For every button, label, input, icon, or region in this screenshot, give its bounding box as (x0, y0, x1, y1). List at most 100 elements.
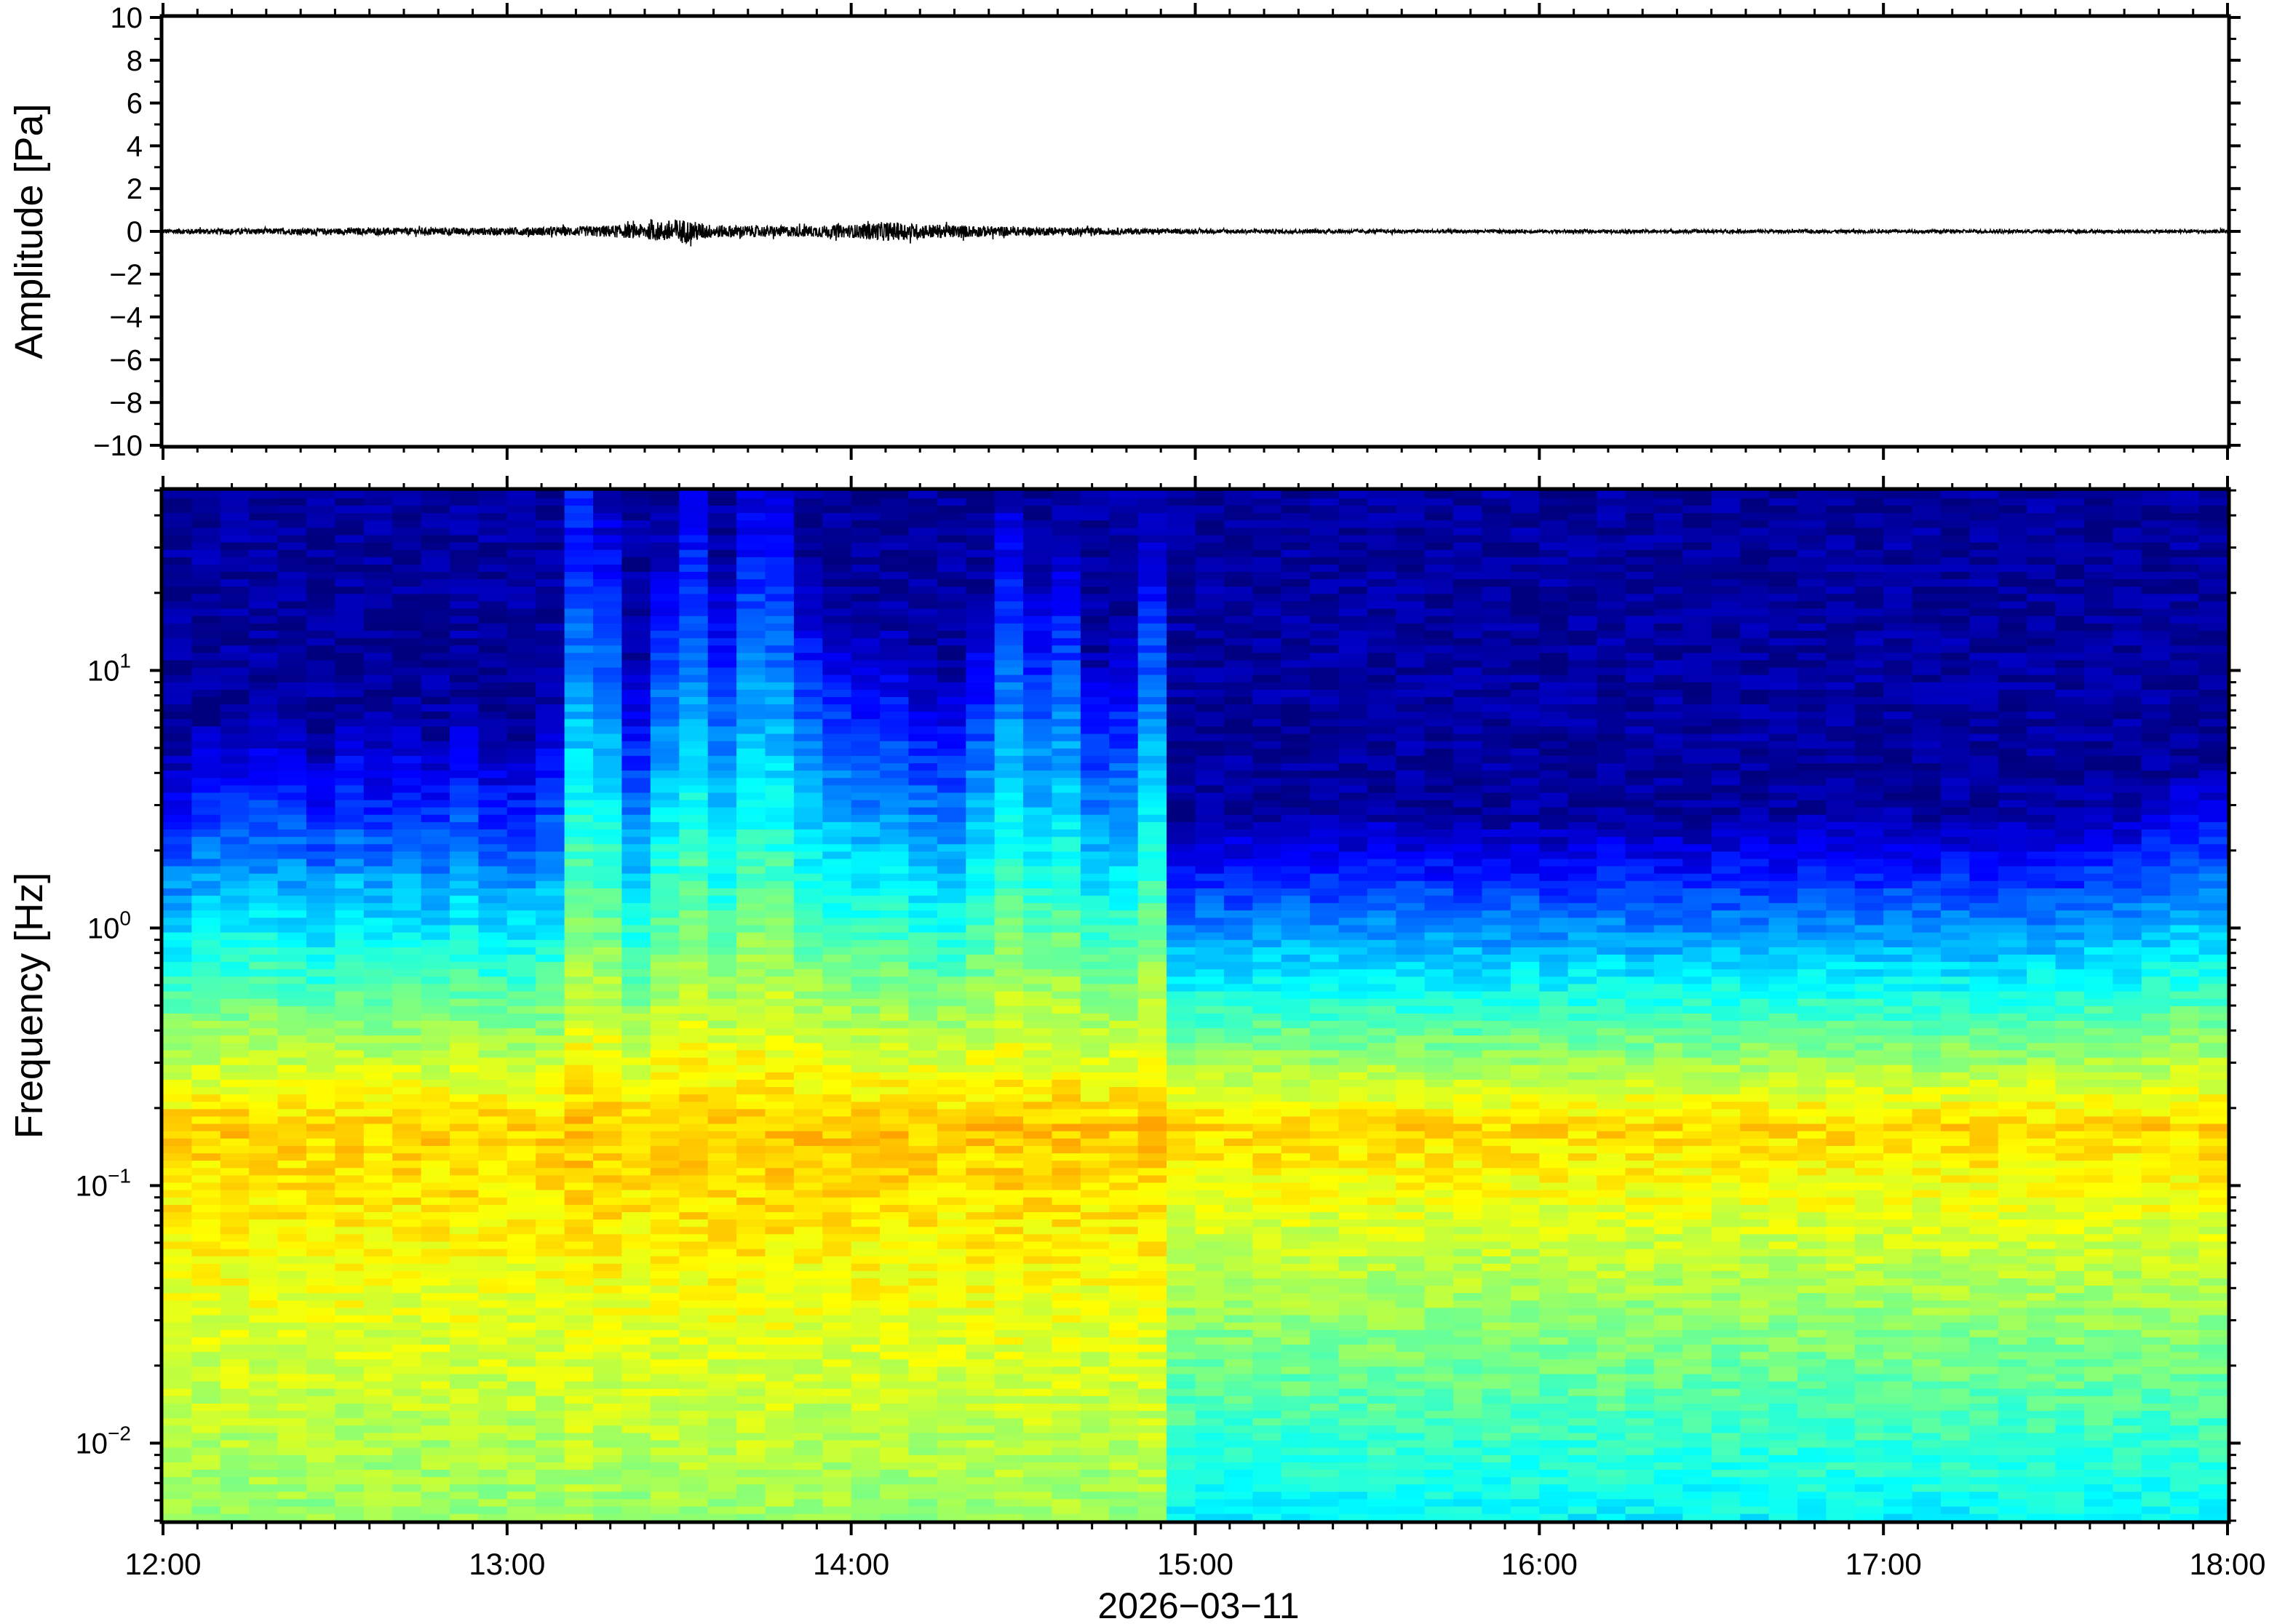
spectrogram-cell (679, 1491, 709, 1500)
spectrogram-cell (335, 851, 365, 859)
spectrogram-cell (707, 1145, 737, 1154)
spectrogram-cell (450, 865, 480, 874)
spectrogram-cell (908, 851, 938, 859)
spectrogram-cell (908, 696, 938, 705)
spectrogram-cell (335, 1079, 365, 1087)
spectrogram-cell (536, 1498, 565, 1507)
spectrogram-cell (822, 1013, 852, 1021)
spectrogram-cell (966, 1446, 996, 1455)
spectrogram-cell (880, 740, 910, 749)
spectrogram-cell (421, 1056, 450, 1065)
spectrogram-cell (707, 1006, 737, 1014)
spectrogram-cell (621, 1042, 651, 1051)
spectrogram-cell (163, 1013, 193, 1021)
spectrogram-cell (593, 1329, 623, 1337)
spectrogram-cell (1052, 1226, 1081, 1235)
spectrogram-cell (1109, 527, 1139, 536)
spectrogram-cell (593, 733, 623, 741)
spectrogram-cell (1109, 549, 1139, 557)
spectrogram-cell (851, 674, 881, 682)
spectrogram-cell (220, 512, 250, 521)
spectrogram-cell (994, 990, 1024, 999)
spectrogram-cell (765, 608, 795, 616)
spectrogram-cell (593, 1108, 623, 1117)
spectrogram-cell (220, 725, 250, 734)
spectrogram-cell (822, 990, 852, 999)
spectrogram-cell (937, 711, 967, 720)
spectrogram-cell (593, 652, 623, 661)
spectrogram-cell (1080, 505, 1110, 514)
spectrogram-cell (650, 1086, 680, 1095)
spectrogram-cell (220, 1108, 250, 1117)
spectrogram-cell (851, 718, 881, 727)
spectrogram-cell (392, 593, 422, 602)
spectrogram-cell (536, 1469, 565, 1478)
spectrogram-cell (392, 1484, 422, 1492)
spectrogram-cell (506, 1446, 536, 1455)
spectrogram-cell (937, 534, 967, 543)
spectrogram-cell (650, 600, 680, 609)
spectrogram-cell (277, 1307, 307, 1315)
spectrogram-cell (1080, 557, 1110, 565)
spectrogram-cell (363, 1439, 393, 1448)
spectrogram-cell (536, 806, 565, 815)
spectrogram-cell (363, 1469, 393, 1478)
spectrogram-cell (1052, 1255, 1081, 1264)
spectrogram-cell (450, 1241, 480, 1249)
spectrogram-cell (650, 836, 680, 845)
spectrogram-cell (937, 674, 967, 682)
spectrogram-cell (593, 990, 623, 999)
spectrogram-cell (994, 600, 1024, 609)
spectrogram-cell (1023, 806, 1053, 815)
amplitude-tick-label: 2 (127, 173, 143, 205)
spectrogram-cell (1137, 1351, 1167, 1360)
spectrogram-cell (335, 557, 365, 565)
spectrogram-cell (1109, 1299, 1139, 1308)
spectrogram-cell (1109, 865, 1139, 874)
spectrogram-cell (994, 704, 1024, 712)
spectrogram-cell (249, 534, 279, 543)
spectrogram-cell (793, 1454, 824, 1462)
spectrogram-cell (335, 1094, 365, 1102)
spectrogram-cell (880, 1020, 910, 1029)
spectrogram-cell (506, 1484, 536, 1492)
spectrogram-cell (536, 1167, 565, 1176)
spectrogram-cell (506, 534, 536, 543)
spectrogram-cell (851, 763, 881, 771)
spectrogram-cell (220, 968, 250, 977)
amplitude-tick-label: 4 (127, 130, 143, 162)
spectrogram-cell (450, 968, 480, 977)
spectrogram-cell (506, 1013, 536, 1021)
spectrogram-cell (1080, 674, 1110, 682)
spectrogram-cell (707, 1396, 737, 1404)
spectrogram-cell (306, 564, 336, 572)
spectrogram-cell (994, 615, 1024, 624)
spectrogram-cell (249, 1337, 279, 1345)
spectrogram-cell (1023, 498, 1053, 506)
spectrogram-cell (506, 1056, 536, 1065)
spectrogram-cell (851, 792, 881, 800)
spectrogram-cell (306, 615, 336, 624)
spectrogram-cell (506, 1403, 536, 1412)
spectrogram-cell (650, 689, 680, 697)
spectrogram-cell (1137, 784, 1167, 793)
spectrogram-cell (793, 711, 824, 720)
spectrogram-cell (908, 784, 938, 793)
spectrogram-cell (650, 534, 680, 543)
spectrogram-cell (191, 1189, 221, 1198)
spectrogram-cell (277, 792, 307, 800)
spectrogram-cell (822, 1049, 852, 1058)
spectrogram-cell (880, 1153, 910, 1161)
spectrogram-cell (908, 1417, 938, 1426)
spectrogram-cell (1052, 1425, 1081, 1433)
spectrogram-cell (306, 1138, 336, 1146)
spectrogram-cell (306, 718, 336, 727)
spectrogram-cell (851, 917, 881, 926)
spectrogram-cell (621, 630, 651, 639)
spectrogram-cell (220, 1241, 250, 1249)
spectrogram-cell (363, 593, 393, 602)
spectrogram-cell (1052, 490, 1081, 498)
spectrogram-cell (249, 895, 279, 904)
spectrogram-cell (220, 1469, 250, 1478)
spectrogram-cell (564, 1292, 594, 1301)
